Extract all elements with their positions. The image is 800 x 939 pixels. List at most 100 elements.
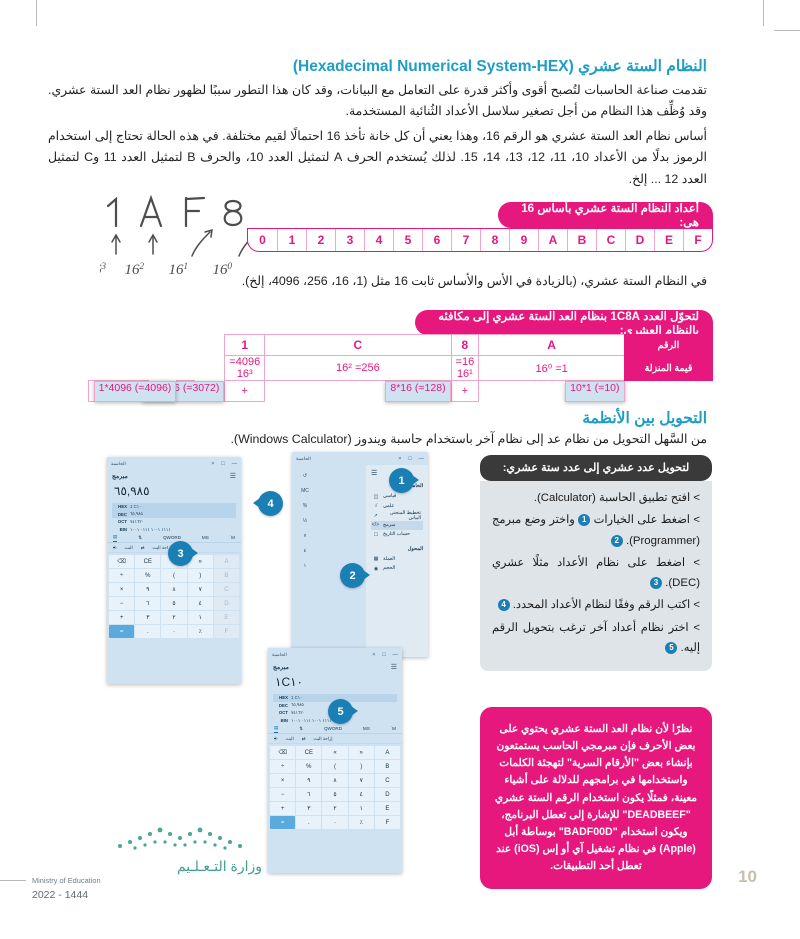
close-icon[interactable]: × bbox=[372, 651, 376, 658]
menu-item-volume[interactable]: ◉ الحجم bbox=[371, 564, 423, 574]
key-paren-close[interactable]: ) bbox=[322, 760, 348, 774]
key-7[interactable]: ٧ bbox=[187, 583, 213, 597]
key-shift-left[interactable]: « bbox=[348, 746, 374, 760]
key-shift-left[interactable]: « bbox=[187, 555, 213, 569]
key-sign[interactable]: ٪ bbox=[187, 625, 213, 639]
key-multiply[interactable]: × bbox=[270, 774, 296, 788]
history-icon[interactable]: ↺ bbox=[302, 473, 308, 479]
key-ce[interactable]: CE bbox=[296, 746, 322, 760]
minimize-icon[interactable]: — bbox=[392, 651, 398, 658]
key-minus[interactable]: − bbox=[270, 788, 296, 802]
tab-ms[interactable]: MS bbox=[362, 726, 370, 732]
key-c[interactable]: C bbox=[374, 774, 400, 788]
calculator-window-dec[interactable]: الحاسبة × □ — مبرمج ☰ ٦٥,٩٨٥ HEX 1 C١٠ D… bbox=[107, 457, 241, 684]
key-4[interactable]: ٤ bbox=[187, 597, 213, 611]
key-b[interactable]: B bbox=[374, 760, 400, 774]
bit-shift-label[interactable]: إزاحة البت bbox=[313, 735, 333, 741]
key-percent[interactable]: % bbox=[296, 760, 322, 774]
calculator-flyout-menu[interactable]: ☰ الحاسبة ◫ قياسي √ علمي ↗ تخطيط المنحنى… bbox=[366, 465, 428, 657]
hamburger-menu-icon[interactable]: ☰ bbox=[371, 470, 378, 477]
key-c[interactable]: C bbox=[213, 583, 239, 597]
key-multiply[interactable]: × bbox=[109, 583, 135, 597]
menu-item-graphing[interactable]: ↗ تخطيط المنحنى البياني bbox=[371, 511, 423, 521]
maximize-icon[interactable]: □ bbox=[382, 651, 386, 658]
key-divide[interactable]: ÷ bbox=[270, 760, 296, 774]
radix-row-hex-selected[interactable]: HEX 1 C١٠ bbox=[273, 694, 397, 702]
key-plus[interactable]: + bbox=[270, 802, 296, 816]
key-8[interactable]: ٨ bbox=[161, 583, 187, 597]
key-1[interactable]: ١ bbox=[348, 802, 374, 816]
hamburger-menu-icon[interactable]: ☰ bbox=[390, 664, 397, 671]
radix-row-dec[interactable]: DEC ٦٥,٩٨٥ bbox=[273, 702, 397, 710]
tab-bitwise-icon[interactable]: ▤ bbox=[274, 725, 279, 733]
key-3[interactable]: ٣ bbox=[135, 611, 161, 625]
maximize-icon[interactable]: □ bbox=[221, 460, 225, 467]
key-decimal[interactable]: . bbox=[296, 816, 322, 830]
key-3[interactable]: ٣ bbox=[296, 802, 322, 816]
tab-ms[interactable]: MS bbox=[201, 535, 209, 541]
hamburger-menu-icon[interactable]: ☰ bbox=[229, 473, 236, 480]
key-mc[interactable]: MC bbox=[301, 488, 309, 494]
key-ce[interactable]: CE bbox=[135, 555, 161, 569]
tab-shift-icon[interactable]: ⇅ bbox=[299, 725, 304, 731]
key-2[interactable]: ٢ bbox=[161, 611, 187, 625]
key-d[interactable]: D bbox=[213, 597, 239, 611]
menu-item-date-calculation[interactable]: ☐ حساب التاريخ bbox=[371, 530, 423, 540]
key-8[interactable]: ٨ bbox=[322, 774, 348, 788]
key-percent[interactable]: % bbox=[302, 503, 308, 509]
tab-shift-icon[interactable]: ⇅ bbox=[138, 534, 143, 540]
tab-qword[interactable]: QWORD bbox=[323, 726, 343, 732]
key-a[interactable]: A bbox=[374, 746, 400, 760]
key-backspace[interactable]: ⌫ bbox=[109, 555, 135, 569]
menu-item-currency[interactable]: ▦ العملة bbox=[371, 555, 423, 565]
radix-row-bin[interactable]: BIN ١١١١ ١٠٠١ ٠١١١ ١٠٠١ bbox=[112, 526, 236, 534]
key-4[interactable]: ٤ bbox=[303, 548, 307, 554]
key-a[interactable]: A bbox=[213, 555, 239, 569]
menu-item-standard[interactable]: ◫ قياسي bbox=[371, 492, 423, 502]
radix-row-dec[interactable]: HEX 1 C١٠ bbox=[112, 503, 236, 511]
key-b[interactable]: B bbox=[213, 569, 239, 583]
tab-bitwise-icon[interactable]: ▤ bbox=[113, 534, 118, 542]
key-divide[interactable]: ÷ bbox=[109, 569, 135, 583]
key-backspace[interactable]: ⌫ bbox=[270, 746, 296, 760]
key-0[interactable]: ٠ bbox=[322, 816, 348, 830]
key-paren-open[interactable]: ( bbox=[348, 760, 374, 774]
close-icon[interactable]: × bbox=[398, 455, 402, 462]
key-7[interactable]: ٧ bbox=[348, 774, 374, 788]
key-decimal[interactable]: . bbox=[135, 625, 161, 639]
close-icon[interactable]: × bbox=[211, 460, 215, 467]
key-equals[interactable]: = bbox=[109, 625, 135, 639]
minimize-icon[interactable]: — bbox=[231, 460, 237, 467]
key-paren-open[interactable]: ( bbox=[187, 569, 213, 583]
radix-row-dec-selected[interactable]: DEC ٦٥,٩٨٥ bbox=[112, 510, 236, 519]
bit-shift-label[interactable]: إزاحة البت bbox=[152, 544, 172, 550]
bit-label[interactable]: البت bbox=[124, 544, 133, 550]
bit-toggle-icon[interactable]: ⎆ bbox=[113, 545, 117, 551]
minimize-icon[interactable]: — bbox=[418, 455, 424, 462]
key-reciprocal[interactable]: ½ bbox=[302, 518, 308, 524]
bit-toggle-icon[interactable]: ⎆ bbox=[274, 736, 278, 742]
tab-m-more[interactable]: M˙ bbox=[390, 726, 396, 732]
key-4[interactable]: ٤ bbox=[348, 788, 374, 802]
radix-row-bin[interactable]: BIN ١١١١ ١٠٠١ ٠١١١ ١٠٠١ bbox=[273, 717, 397, 725]
key-9[interactable]: ٩ bbox=[135, 583, 161, 597]
key-sign[interactable]: ٪ bbox=[348, 816, 374, 830]
key-paren-close[interactable]: ) bbox=[161, 569, 187, 583]
bit-shift-icon[interactable]: ⇄ bbox=[301, 735, 306, 741]
key-5[interactable]: ٥ bbox=[161, 597, 187, 611]
radix-row-oct[interactable]: OCT ٧٤١٦٢٠ bbox=[112, 518, 236, 526]
key-plus[interactable]: + bbox=[109, 611, 135, 625]
radix-row-oct[interactable]: OCT ٧٤١٦٢٠ bbox=[273, 709, 397, 717]
key-2[interactable]: ٢ bbox=[322, 802, 348, 816]
maximize-icon[interactable]: □ bbox=[408, 455, 412, 462]
key-0[interactable]: ٠ bbox=[161, 625, 187, 639]
bit-shift-icon[interactable]: ⇄ bbox=[140, 544, 145, 550]
key-shift-right[interactable]: » bbox=[322, 746, 348, 760]
bit-label[interactable]: البت bbox=[285, 735, 294, 741]
key-e[interactable]: E bbox=[374, 802, 400, 816]
key-percent[interactable]: % bbox=[135, 569, 161, 583]
key-minus[interactable]: − bbox=[109, 597, 135, 611]
menu-item-programmer[interactable]: </> مبرمج bbox=[371, 520, 423, 530]
key-9[interactable]: ٩ bbox=[296, 774, 322, 788]
key-6[interactable]: ٦ bbox=[296, 788, 322, 802]
